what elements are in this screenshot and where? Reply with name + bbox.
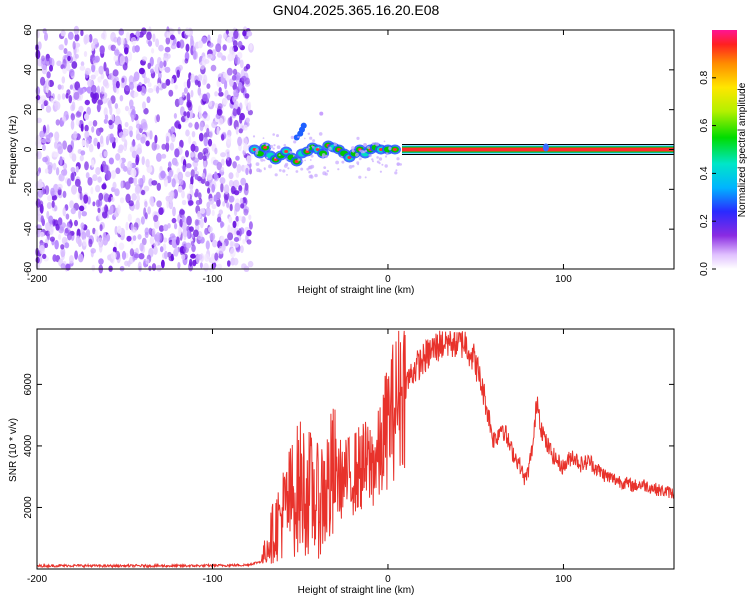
snr-ylabel: SNR (10 * v/v) [8,418,19,482]
spectrogram-panel: -200 -100 0 100 60 40 20 0 -20 -40 -60 Height of s… [8,24,675,296]
spectrogram-ytick-label: -40 [23,222,34,237]
snr-xtick-label: 0 [385,574,391,585]
spectrogram-xtick-label: -200 [27,274,47,285]
colorbar: 0.0 0.2 0.4 0.6 0.8 Normalized spectral ampl… [699,30,748,276]
snr-xlabel: Height of straight line (km) [298,585,415,596]
spectrogram-noise-region [35,25,254,274]
figure-title: GN04.2025.365.16.20.E08 [273,2,440,18]
colorbar-tick-label: 0.2 [699,214,710,228]
colorbar-gradient [712,30,737,269]
snr-ytick-label: 6000 [23,373,34,396]
snr-series [36,330,675,569]
snr-line [36,330,675,569]
colorbar-tick-label: 0.6 [699,118,710,132]
snr-xtick-label: -100 [202,574,222,585]
spectrogram-xtick-label: -100 [202,274,222,285]
colorbar-label: Normalized spectral amplitude [737,82,748,217]
colorbar-tick-label: 0.4 [699,166,710,180]
snr-xtick-label: -200 [27,574,47,585]
snr-ytick-label: 2000 [23,496,34,519]
snr-ytick-label: 4000 [23,434,34,457]
snr-panel: -200 -100 0 100 2000 4000 6000 Height of strai… [8,328,675,596]
spectrogram-ylabel: Frequency (Hz) [8,116,19,185]
spectrogram-ytick-label: -20 [23,182,34,197]
colorbar-tick-label: 0.0 [699,262,710,276]
spectrogram-ytick-label: 60 [23,24,34,36]
spectrogram-ytick-label: 20 [23,104,34,116]
spectrogram-axes: -200 -100 0 100 60 40 20 0 -20 -40 -60 [23,24,674,285]
snr-axes: -200 -100 0 100 2000 4000 6000 [23,329,674,585]
spectrogram-xtick-label: 0 [385,274,391,285]
spectrogram-carrier-region [248,111,674,179]
spectrogram-xlabel: Height of straight line (km) [298,285,415,296]
snr-frame [36,328,675,570]
spectrogram-ytick-label: 40 [23,64,34,76]
spectrogram-ytick-label: -60 [23,261,34,276]
spectrogram-xtick-label: 100 [555,274,572,285]
colorbar-tick-label: 0.8 [699,70,710,84]
spectrogram-ytick-label: 0 [23,146,34,152]
snr-xtick-label: 100 [555,574,572,585]
